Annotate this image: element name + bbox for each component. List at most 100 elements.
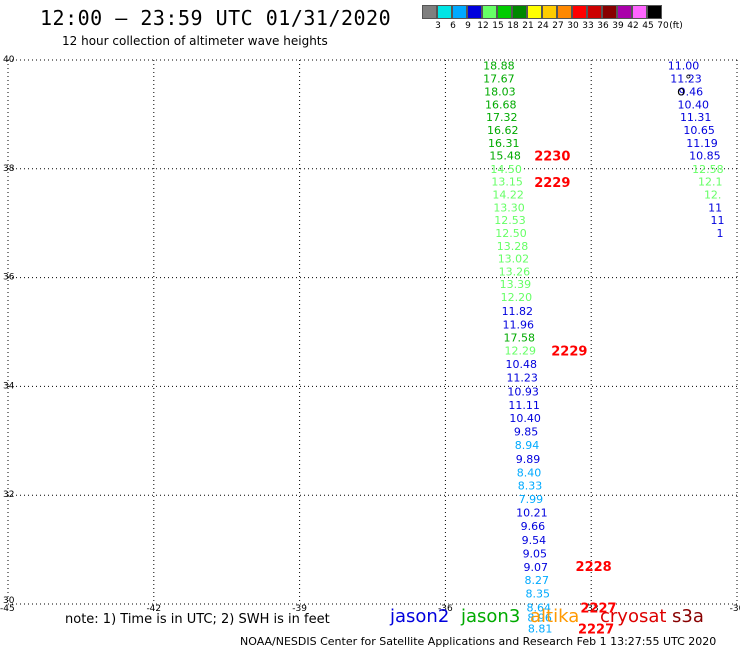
island-marks: o° xyxy=(677,73,692,99)
wave-height-label: 18.88 xyxy=(483,59,515,72)
wave-height-label: 8.35 xyxy=(525,588,550,601)
time-label: 2227 xyxy=(580,601,616,616)
wave-height-label: 14.22 xyxy=(492,188,524,201)
color-scale-label: 24 xyxy=(537,21,549,31)
color-swatch xyxy=(467,5,482,19)
color-scale-label: 45 xyxy=(642,21,654,31)
wave-height-label: 12.50 xyxy=(495,227,527,240)
color-swatch xyxy=(617,5,632,19)
color-swatch xyxy=(602,5,617,19)
legend-cryosat: cryosat xyxy=(600,606,667,627)
x-tick-label: -33 xyxy=(584,604,599,614)
color-swatch xyxy=(527,5,542,19)
wave-height-label: 16.68 xyxy=(485,99,517,112)
y-tick-label: 40 xyxy=(3,55,15,65)
color-scale-label: 27 xyxy=(552,21,564,31)
color-swatch xyxy=(452,5,467,19)
wave-height-label: 7.99 xyxy=(519,493,544,506)
wave-height-label: 13.26 xyxy=(499,266,531,279)
wave-height-label: 10.21 xyxy=(516,507,548,520)
color-scale-label: 3 xyxy=(435,21,441,31)
time-label: 2228 xyxy=(576,560,612,575)
color-swatch xyxy=(437,5,452,19)
color-scale-label: 39 xyxy=(612,21,624,31)
color-scale-label: 6 xyxy=(450,21,456,31)
wave-height-label: 9.66 xyxy=(521,520,546,533)
x-tick-label: -45 xyxy=(0,604,15,614)
wave-height-label: 17.58 xyxy=(504,331,536,344)
wave-height-label: 18.03 xyxy=(484,86,516,99)
time-label: 2229 xyxy=(551,344,587,359)
chart-subtitle: 12 hour collection of altimeter wave hei… xyxy=(62,34,328,48)
wave-height-label: 9.85 xyxy=(514,426,539,439)
color-swatch xyxy=(632,5,647,19)
x-tick-label: -42 xyxy=(146,604,161,614)
color-scale-label: 36 xyxy=(597,21,609,31)
legend-s3a: s3a xyxy=(672,606,704,627)
x-tick-label: -36 xyxy=(438,604,453,614)
wave-height-label: 12.20 xyxy=(501,291,533,304)
wave-height-label: 1 xyxy=(716,227,723,240)
wave-height-label: 17.67 xyxy=(483,72,515,85)
wave-height-label: 14.50 xyxy=(490,163,522,176)
x-tick-label: -39 xyxy=(292,604,307,614)
wave-height-label: 8.94 xyxy=(515,439,540,452)
wave-height-label: 15.48 xyxy=(489,150,521,163)
color-swatch xyxy=(572,5,587,19)
color-scale-label: 15 xyxy=(492,21,504,31)
time-label: 2229 xyxy=(534,176,570,191)
wave-height-label: 8.96 xyxy=(527,612,552,625)
wave-height-labels: 18.8817.6718.0316.6817.3216.6216.3115.48… xyxy=(483,59,724,635)
x-tick-label: -30 xyxy=(730,604,740,614)
color-swatch xyxy=(587,5,602,19)
time-labels: 2230 2229 2229 2228 2227 2227 xyxy=(534,150,616,638)
wave-height-label: 13.28 xyxy=(497,240,529,253)
wave-height-label: 8.81 xyxy=(528,622,553,635)
wave-height-label: 10.65 xyxy=(683,124,715,137)
color-swatch xyxy=(557,5,572,19)
legend-jason3: jason3 xyxy=(461,606,521,627)
wave-height-label: 10.93 xyxy=(507,385,539,398)
color-scale-label: 33 xyxy=(582,21,594,31)
wave-height-label: 13.02 xyxy=(498,253,530,266)
wave-height-label: 11.23 xyxy=(670,72,702,85)
grid-lines xyxy=(7,59,738,605)
time-label: 2230 xyxy=(534,150,570,165)
wave-height-label: 8.40 xyxy=(517,466,542,479)
wave-height-label: 16.31 xyxy=(488,137,520,150)
wave-height-label: 9.07 xyxy=(524,561,549,574)
wave-height-label: 16.62 xyxy=(487,124,519,137)
wave-height-label: 11.00 xyxy=(668,59,700,72)
wave-height-label: 12.29 xyxy=(504,344,536,357)
color-scale-label: 30 xyxy=(567,21,579,31)
wave-height-label: 11 xyxy=(711,214,725,227)
color-scale-labels: 3 6 9 12 15 18 21 24 27 30 33 36 39 42 45 70 (ft) xyxy=(422,21,740,33)
time-label: 2227 xyxy=(578,622,614,637)
color-scale-label: 9 xyxy=(465,21,471,31)
island-mark: o xyxy=(677,84,685,99)
wave-height-label: 9.89 xyxy=(516,453,541,466)
units-note: note: 1) Time is in UTC; 2) SWH is in fe… xyxy=(65,612,330,627)
wave-height-label: 11.19 xyxy=(686,137,718,150)
y-tick-label: 34 xyxy=(3,381,15,391)
color-swatch xyxy=(422,5,437,19)
wave-height-label: 11.11 xyxy=(508,399,540,412)
color-swatch xyxy=(542,5,557,19)
color-swatch xyxy=(647,5,662,19)
wave-height-label: 12. xyxy=(704,188,722,201)
wave-height-label: 8.33 xyxy=(518,479,543,492)
y-tick-label: 32 xyxy=(3,490,14,500)
y-tick-label: 38 xyxy=(3,164,15,174)
color-scale-label: 18 xyxy=(507,21,519,31)
color-swatch xyxy=(497,5,512,19)
wave-height-label: 11 xyxy=(708,201,722,214)
wave-height-label: 9.05 xyxy=(523,547,548,560)
wave-height-label: 11.96 xyxy=(503,318,535,331)
color-scale-unit: (ft) xyxy=(669,21,683,31)
wave-height-label: 9.46 xyxy=(679,86,704,99)
color-scale-label: 21 xyxy=(522,21,534,31)
color-scale-label: 70 xyxy=(657,21,669,31)
wave-height-label: 10.85 xyxy=(689,150,721,163)
wave-height-label: 10.48 xyxy=(505,358,537,371)
